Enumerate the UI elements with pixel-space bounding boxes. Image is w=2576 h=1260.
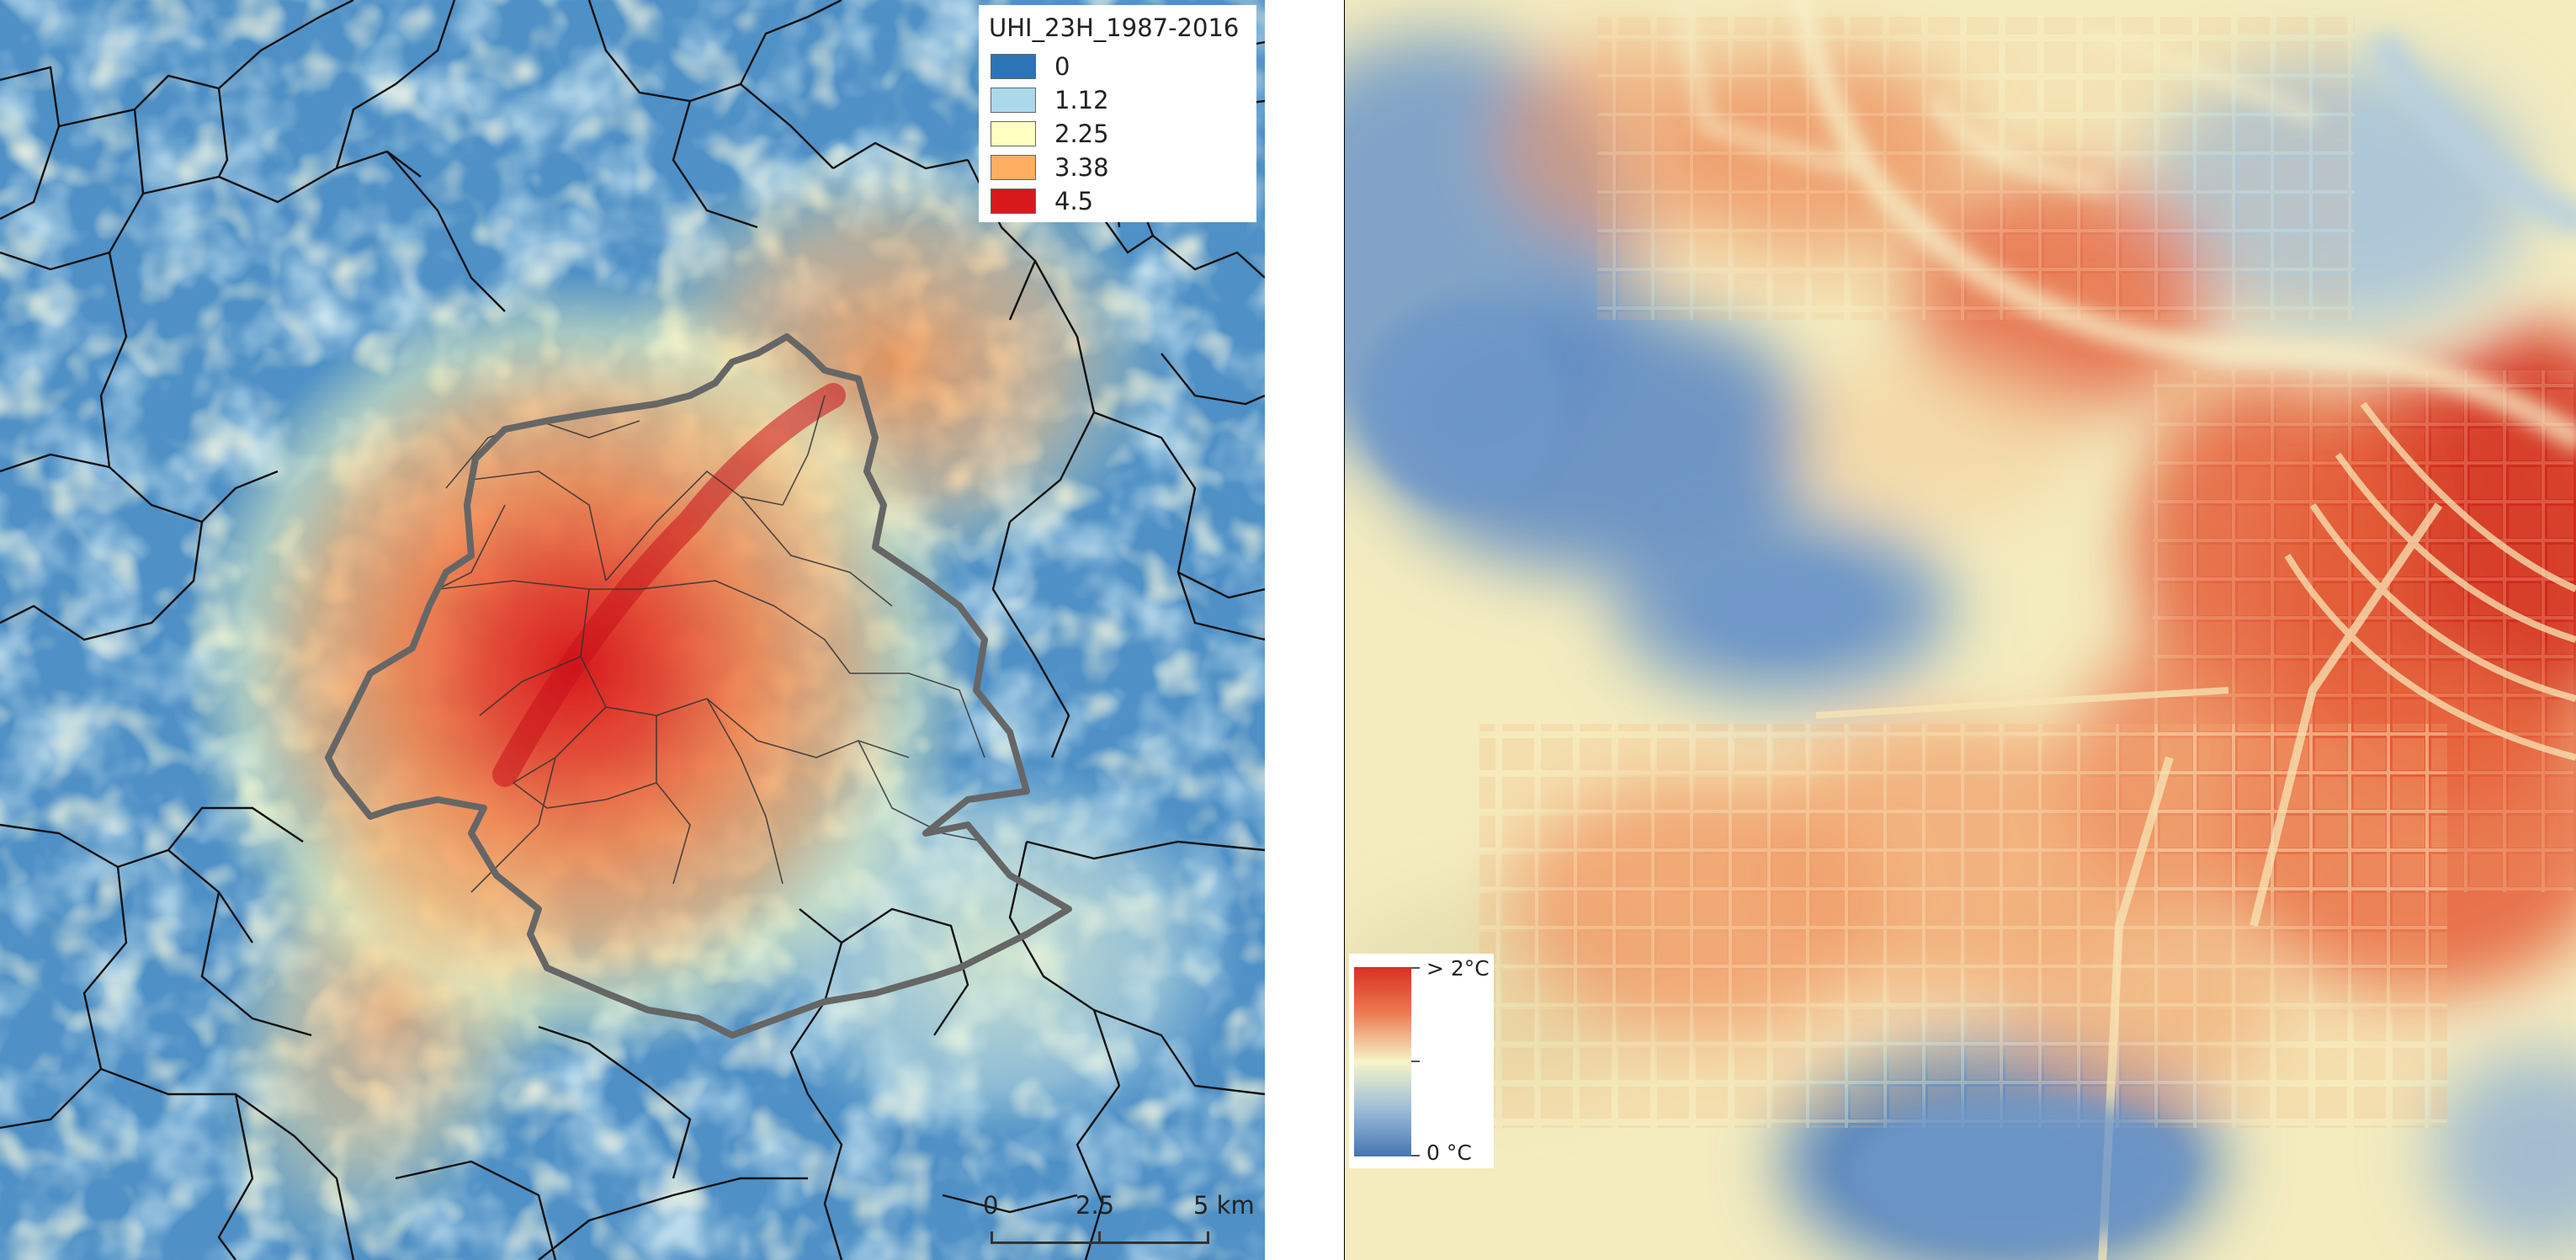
scale-tick (991, 1231, 993, 1244)
legend-swatch (991, 155, 1036, 180)
legend-label: 4.5 (1054, 187, 1094, 215)
legend-label: 2.25 (1054, 120, 1109, 148)
scale-bar: 0 2.5 5 km (976, 1191, 1262, 1258)
legend-swatch (991, 121, 1036, 146)
color-ramp (1354, 967, 1411, 1156)
urban-heat-core (143, 168, 1086, 1111)
legend-swatch (991, 88, 1036, 113)
legend-label: 3.38 (1054, 153, 1109, 182)
municipal-boundaries (0, 0, 1265, 1260)
hot-corridor (492, 383, 846, 787)
right-map-canvas (1345, 0, 2576, 1260)
legend-max-label: > 2°C (1426, 956, 1490, 981)
scale-tick (1207, 1231, 1209, 1244)
legend-min-label: 0 °C (1426, 1140, 1472, 1165)
legend-title: UHI_23H_1987-2016 (989, 13, 1240, 42)
brussels-region-boundary (325, 333, 1072, 1039)
waterways (1676, 0, 2576, 449)
legend-swatch (991, 54, 1036, 79)
uhi-legend: UHI_23H_1987-2016 0 1.12 2.25 3.38 4.5 (979, 5, 1256, 222)
ramp-tick-top (1411, 967, 1420, 969)
water-bodies (1362, 303, 2186, 1246)
scale-label-mid: 2.5 (1076, 1191, 1115, 1220)
legend-swatch (991, 189, 1036, 214)
temperature-anomaly-map: > 2°C 0 °C (1345, 0, 2576, 1260)
uhi-raster-map: UHI_23H_1987-2016 0 1.12 2.25 3.38 4.5 0… (0, 0, 1265, 1260)
temperature-legend: > 2°C 0 °C (1349, 954, 1494, 1168)
ramp-tick-mid (1411, 1061, 1420, 1062)
scale-label-zero: 0 (983, 1191, 999, 1220)
ramp-tick-bottom (1411, 1155, 1420, 1156)
scale-label-end: 5 km (1193, 1191, 1255, 1220)
canal-block-texture (2153, 370, 2573, 892)
legend-label: 0 (1054, 52, 1070, 81)
scale-tick (1098, 1231, 1101, 1244)
legend-label: 1.12 (1054, 86, 1109, 114)
